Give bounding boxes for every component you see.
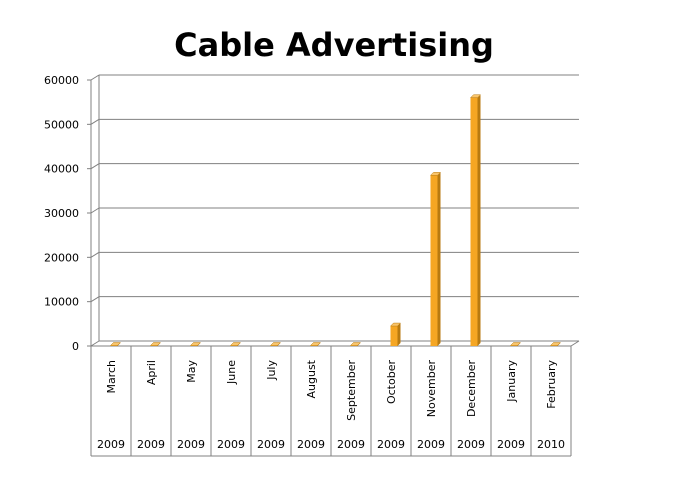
x-category-label: April — [145, 360, 158, 385]
bar-top — [229, 342, 242, 346]
x-year-label: 2009 — [457, 438, 485, 451]
x-year-label: 2009 — [177, 438, 205, 451]
x-category-label: December — [465, 360, 478, 418]
x-category-label: June — [225, 360, 238, 385]
bar-june — [229, 342, 242, 346]
gridline-diag — [90, 296, 100, 303]
gridline-diag — [90, 74, 100, 81]
x-year-label: 2010 — [537, 438, 565, 451]
bar-side — [437, 172, 441, 346]
bar-may — [189, 342, 202, 346]
bar-top — [349, 342, 362, 346]
bar-top — [109, 342, 122, 346]
floor-edge — [570, 340, 580, 347]
x-category-label: November — [425, 360, 438, 418]
bar-top — [389, 322, 402, 327]
bar-front — [430, 175, 438, 346]
y-tick-label: 60000 — [44, 74, 79, 87]
bar-top — [469, 94, 482, 98]
bar-front — [390, 326, 398, 346]
gridline-diag — [90, 207, 100, 214]
gridline-diag — [90, 251, 100, 258]
x-year-label: 2009 — [97, 438, 125, 451]
bar-august — [309, 342, 322, 346]
y-tick-label: 50000 — [44, 118, 79, 131]
y-tick-label: 0 — [72, 340, 79, 353]
x-category-label: October — [385, 360, 398, 404]
x-year-label: 2009 — [217, 438, 245, 451]
x-year-label: 2009 — [297, 438, 325, 451]
x-category-label: January — [505, 360, 518, 403]
bar-december — [469, 94, 482, 346]
bar-top — [149, 342, 162, 346]
y-tick-label: 20000 — [44, 251, 79, 264]
x-category-label: July — [265, 360, 278, 381]
grid-layer — [90, 74, 580, 347]
gridline-diag — [90, 118, 100, 125]
bar-side — [477, 94, 481, 346]
bar-january — [509, 342, 522, 346]
chart-title: Cable Advertising — [174, 26, 494, 64]
bar-july — [269, 342, 282, 346]
y-tick-label: 10000 — [44, 296, 79, 309]
bars-layer — [109, 94, 562, 346]
y-axis-ticks: 0 10000 20000 30000 40000 50000 60000 — [44, 74, 91, 353]
y-tick-label: 30000 — [44, 207, 79, 220]
x-category-label: August — [305, 359, 318, 398]
x-category-label: February — [545, 360, 558, 409]
gridline-diag — [90, 340, 100, 347]
bar-september — [349, 342, 362, 346]
bar-top — [309, 342, 322, 346]
x-year-label: 2009 — [377, 438, 405, 451]
bar-top — [509, 342, 522, 346]
bar-side — [397, 323, 401, 346]
bar-april — [149, 342, 162, 346]
bar-front — [470, 97, 478, 346]
x-category-label: March — [105, 360, 118, 394]
x-axis-table: March 2009 April 2009 May 2009 June 2009 July 200… — [90, 346, 572, 457]
bar-top — [269, 342, 282, 346]
x-year-label: 2009 — [137, 438, 165, 451]
y-tick-label: 40000 — [44, 163, 79, 176]
x-category-label: September — [345, 360, 358, 421]
bar-top — [189, 342, 202, 346]
x-year-label: 2009 — [337, 438, 365, 451]
bar-top — [549, 342, 562, 346]
bar-top — [429, 172, 442, 176]
bar-march — [109, 342, 122, 346]
x-category-label: May — [185, 360, 198, 383]
x-year-label: 2009 — [257, 438, 285, 451]
bar-october — [389, 322, 402, 346]
x-year-label: 2009 — [417, 438, 445, 451]
bar-november — [429, 172, 442, 346]
bar-february — [549, 342, 562, 346]
x-year-label: 2009 — [497, 438, 525, 451]
gridline-diag — [90, 163, 100, 170]
